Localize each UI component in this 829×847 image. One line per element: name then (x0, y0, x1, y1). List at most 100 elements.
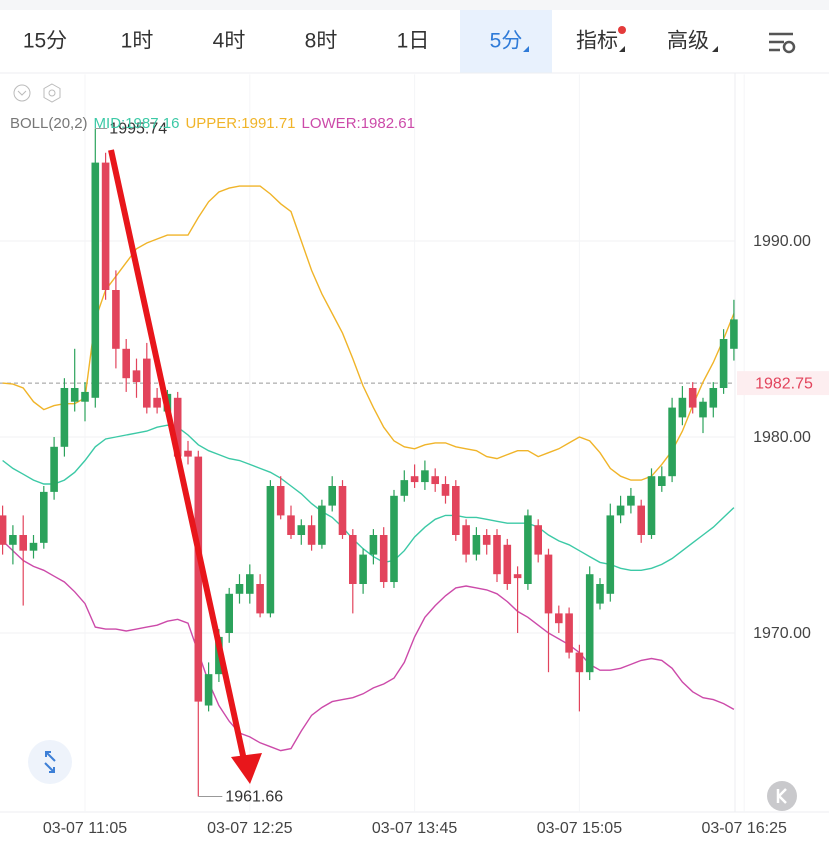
plot: 1970.00 1980.00 1990.00 03-07 11:05 03-07 12… (0, 74, 829, 837)
k-icon (776, 788, 787, 804)
candle-body (565, 613, 573, 653)
collapse-chevron (17, 90, 27, 96)
y-tick-label: 1990.00 (753, 233, 811, 250)
tab[interactable]: 4时 (213, 30, 246, 53)
last-price-bg (737, 371, 829, 396)
collapse-icon[interactable] (13, 84, 31, 102)
candle-body (91, 162, 100, 398)
candle-body (606, 515, 615, 594)
candle-body (668, 407, 676, 477)
candle-body (225, 593, 233, 633)
candle-body (307, 525, 316, 545)
candle-body (730, 319, 738, 349)
settings-icon[interactable] (769, 32, 796, 54)
high-label: 1995.74 (109, 121, 167, 138)
candle-body (699, 401, 707, 418)
candle-body (132, 370, 141, 383)
candle-body (596, 584, 604, 604)
candle-body (534, 525, 542, 555)
candle-body (379, 535, 388, 583)
candle-body (369, 535, 378, 555)
band-line (2, 185, 735, 481)
candle-body (256, 584, 264, 614)
candle-body (658, 476, 666, 486)
candle-body (513, 574, 522, 579)
tab[interactable]: 15分 (23, 30, 67, 53)
candle-body (29, 542, 38, 551)
candle-body (441, 484, 450, 496)
candle-body (266, 486, 275, 614)
tab[interactable]: 5分 (490, 30, 523, 53)
legend-entry: LOWER:1982.61 (302, 115, 415, 132)
tab-caret (712, 46, 718, 52)
tab[interactable]: 8时 (305, 30, 338, 53)
candle-body (122, 348, 130, 379)
candle-body (112, 290, 120, 349)
red-arrow-shaft (108, 149, 247, 761)
candle-body (482, 535, 491, 545)
candle-body (318, 505, 326, 545)
tab-caret (619, 46, 625, 52)
candle-body (431, 476, 439, 485)
candle-body (81, 391, 89, 402)
y-tick-label: 1980.00 (753, 429, 811, 446)
candle-body (19, 535, 27, 551)
candle-body (9, 535, 17, 545)
x-tick-label: 03-07 12:25 (207, 820, 293, 837)
candle-body (297, 525, 306, 535)
candle-body (101, 162, 110, 290)
tab[interactable]: 指标 (576, 30, 618, 53)
gear-icon[interactable] (43, 83, 61, 103)
candle-body (153, 397, 161, 408)
expand-icon (44, 751, 56, 773)
top-strip (0, 0, 829, 10)
candle-body (194, 456, 203, 702)
annotation (108, 149, 262, 784)
tab[interactable]: 高级 (667, 30, 709, 53)
active-tab-bg (460, 10, 552, 73)
candle-body (585, 574, 594, 673)
candle-body (173, 397, 182, 457)
tab[interactable]: 1日 (397, 30, 430, 53)
last-price-label: 1982.75 (755, 375, 813, 392)
candle-body (503, 544, 512, 584)
notification-dot (618, 26, 626, 34)
candle-body (555, 613, 563, 624)
candle-body (524, 515, 532, 584)
candle-body (390, 495, 398, 583)
candle-body (70, 388, 79, 402)
y-tick-label: 1970.00 (753, 625, 811, 642)
candle-body (678, 397, 687, 418)
candle-body (143, 358, 151, 408)
expand-button[interactable] (28, 740, 72, 784)
candle-body (421, 470, 429, 483)
candle-body (452, 486, 460, 535)
candle-body (276, 486, 285, 516)
candle-body (493, 535, 501, 575)
x-tick-label: 03-07 11:05 (43, 820, 127, 837)
candle-body (40, 491, 48, 543)
band-line (2, 540, 735, 752)
candle-body (349, 535, 357, 584)
candle-body (544, 554, 553, 614)
candle-body (50, 446, 58, 492)
candle-body (637, 505, 645, 535)
candle-body (400, 480, 409, 496)
candle-body (204, 674, 213, 706)
candle-body (647, 476, 656, 535)
k-button[interactable] (767, 781, 797, 811)
x-tick-label: 03-07 13:45 (372, 820, 458, 837)
candle-body (719, 339, 728, 388)
candle-body (575, 652, 584, 673)
candle-body (462, 525, 470, 555)
candle-body (616, 505, 625, 516)
candle-body (328, 486, 336, 506)
candle-body (410, 476, 419, 483)
tab[interactable]: 1时 (121, 30, 154, 53)
legend-entry: MID:1987.16 (94, 115, 180, 132)
candle-body (287, 515, 295, 535)
tab-caret (523, 46, 529, 52)
candle-body (359, 554, 367, 584)
candle-body (60, 388, 69, 447)
